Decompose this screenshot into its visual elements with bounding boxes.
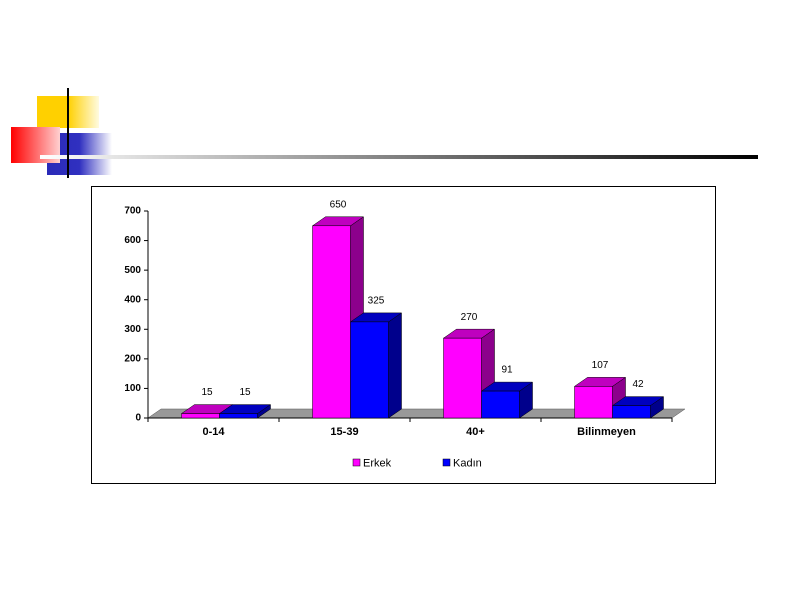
- y-tick-label: 300: [124, 324, 141, 335]
- chart-frame: [91, 186, 716, 484]
- bar: [443, 337, 482, 419]
- legend-label: Erkek: [363, 457, 392, 469]
- y-tick-label: 500: [124, 265, 141, 276]
- deco-square: [68, 96, 99, 128]
- x-tick-label: 0-14: [202, 426, 225, 438]
- chart: 0 100 200 300 400 500 600 700 0-14 15 15 15-39 650 32…: [124, 199, 686, 469]
- bar: [574, 386, 613, 419]
- value-label: 15: [201, 387, 213, 398]
- bar: [181, 413, 220, 419]
- bar: [312, 225, 351, 419]
- bar: [481, 390, 520, 419]
- bar: [350, 321, 389, 419]
- legend-swatch: [442, 458, 451, 467]
- value-label: 15: [239, 387, 251, 398]
- bar: [219, 413, 258, 419]
- value-label: 91: [501, 365, 513, 376]
- legend-swatch: [352, 458, 361, 467]
- y-tick-label: 400: [124, 294, 141, 305]
- y-tick-label: 700: [124, 206, 141, 217]
- x-tick-label: 15-39: [330, 426, 358, 438]
- bar: [612, 405, 651, 419]
- y-tick-label: 600: [124, 235, 141, 246]
- value-label: 42: [632, 379, 644, 390]
- value-label: 107: [592, 360, 609, 371]
- y-tick-label: 0: [135, 413, 141, 424]
- legend-label: Kadın: [453, 457, 482, 469]
- y-tick-label: 200: [124, 353, 141, 364]
- value-label: 325: [368, 296, 385, 307]
- value-label: 650: [330, 199, 347, 210]
- value-label: 270: [461, 312, 478, 323]
- y-tick-label: 100: [124, 383, 141, 394]
- bar-side: [388, 312, 402, 419]
- deco-line: [40, 155, 758, 159]
- deco-square: [37, 96, 68, 128]
- x-tick-label: Bilinmeyen: [577, 426, 636, 438]
- x-tick-label: 40+: [466, 426, 485, 438]
